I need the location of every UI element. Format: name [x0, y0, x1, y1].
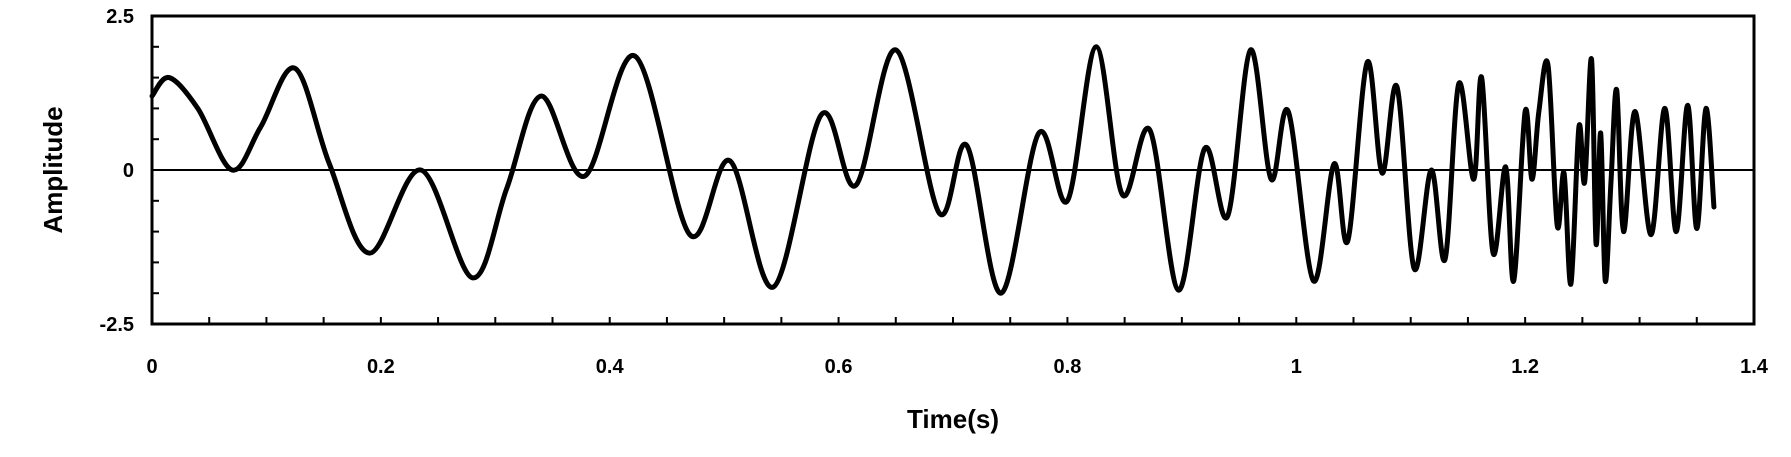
x-tick-label: 0.2: [367, 356, 395, 378]
x-tick-label: 0.8: [1054, 356, 1082, 378]
y-tick-labels: -2.5 0 2.5: [100, 6, 134, 336]
x-tick-label: 0.6: [825, 356, 853, 378]
y-tick-label: 0: [123, 160, 134, 182]
y-tick-label: -2.5: [100, 314, 134, 336]
x-tick-label: 1: [1291, 356, 1302, 378]
x-axis-title: Time(s): [907, 404, 999, 434]
x-tick-label: 0: [146, 356, 157, 378]
series-line-amplitude: [149, 44, 1717, 296]
plot-area: [149, 14, 1756, 326]
y-axis-title: Amplitude: [38, 106, 68, 233]
minor-ticks: [151, 15, 1755, 325]
x-tick-label: 0.4: [596, 356, 625, 378]
x-tick-labels: 0 0.2 0.4 0.6 0.8 1 1.2 1.4: [146, 356, 1768, 378]
x-tick-label: 1.4: [1740, 356, 1769, 378]
y-tick-label: 2.5: [106, 6, 134, 28]
x-tick-label: 1.2: [1511, 356, 1539, 378]
